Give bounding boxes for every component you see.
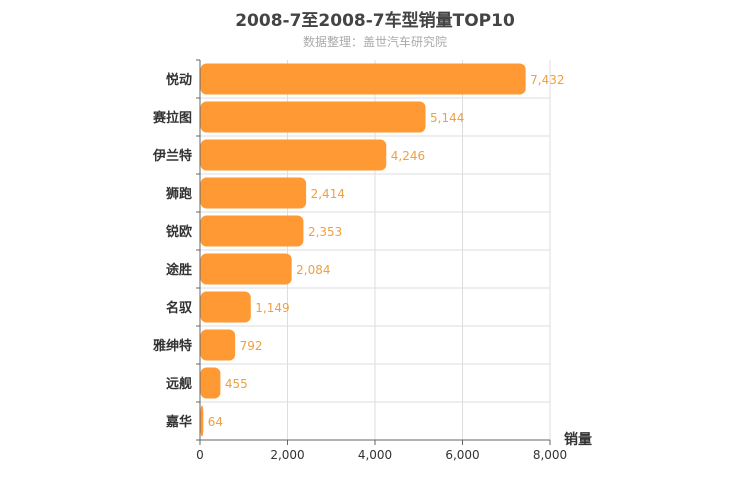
category-label: 远舰 (166, 376, 192, 392)
bar (200, 291, 251, 323)
data-label: 2,353 (308, 225, 342, 239)
bar (200, 101, 426, 133)
category-label: 悦动 (166, 72, 192, 88)
chart-subtitle: 数据整理：盖世汽车研究院 (302, 35, 447, 49)
data-label: 4,246 (391, 149, 425, 163)
data-label: 455 (225, 377, 248, 391)
data-label: 2,414 (311, 187, 345, 201)
bar (200, 329, 236, 361)
x-tick-label: 8,000 (533, 448, 567, 462)
category-label: 名驭 (166, 300, 193, 316)
bar (200, 253, 292, 285)
x-tick-label: 4,000 (358, 448, 392, 462)
bar (200, 139, 387, 171)
bar (200, 177, 307, 209)
category-label: 雅绅特 (153, 338, 192, 354)
x-axis-title: 销量 (564, 431, 592, 448)
category-label: 伊兰特 (152, 148, 192, 164)
category-label: 嘉华 (165, 414, 192, 430)
chart-title: 2008-7至2008-7车型销量TOP10 (235, 11, 515, 31)
bar (200, 367, 221, 399)
x-tick-label: 6,000 (445, 448, 479, 462)
data-label: 1,149 (255, 301, 289, 315)
category-label: 锐欧 (166, 224, 192, 240)
data-label: 5,144 (430, 111, 464, 125)
category-label: 途胜 (166, 262, 192, 278)
data-label: 792 (240, 339, 263, 353)
data-label: 2,084 (296, 263, 330, 277)
x-tick-label: 2,000 (270, 448, 304, 462)
category-label: 狮跑 (165, 186, 192, 202)
category-label: 赛拉图 (152, 110, 192, 126)
bar (200, 215, 304, 247)
data-label: 7,432 (530, 73, 564, 87)
bar (200, 405, 204, 437)
bars: 7,432 5,144 4,246 2,414 2,353 2,084 1,149 792 45… (200, 63, 565, 437)
bar (200, 63, 526, 95)
data-label: 64 (208, 415, 223, 429)
x-tick-label: 0 (196, 448, 204, 462)
